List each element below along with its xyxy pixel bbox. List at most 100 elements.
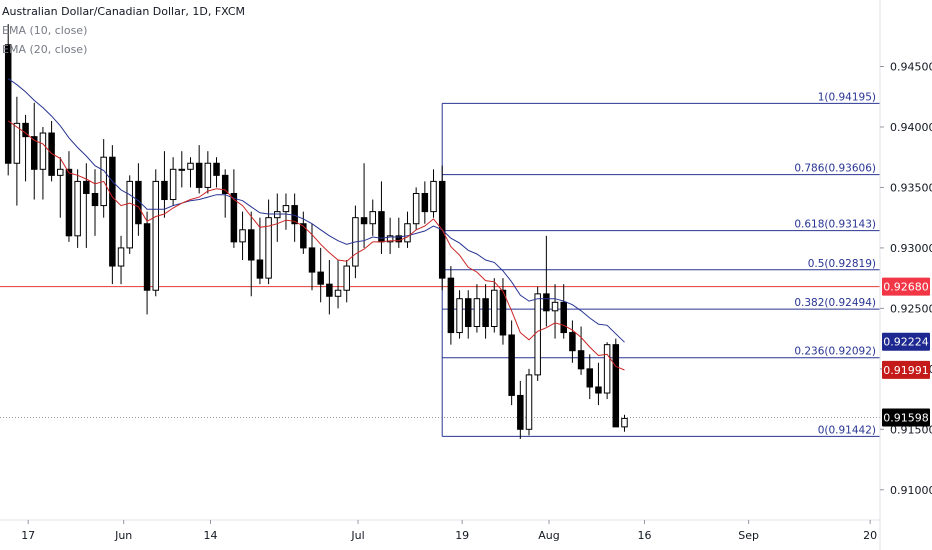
candle-body bbox=[143, 223, 151, 291]
candle-body bbox=[13, 122, 21, 164]
candle bbox=[57, 157, 64, 218]
price-tick-label: 0.91000 bbox=[890, 484, 932, 497]
candle bbox=[256, 217, 264, 285]
candle-body bbox=[274, 211, 281, 219]
candle bbox=[473, 284, 481, 333]
fib-level-label: 0.382(0.92494) bbox=[794, 297, 876, 309]
candle-body bbox=[91, 192, 99, 207]
candle bbox=[456, 290, 463, 339]
last-price-tag-box bbox=[882, 408, 930, 427]
horizontal-levels bbox=[0, 286, 880, 418]
candle bbox=[525, 368, 533, 436]
candle bbox=[126, 175, 133, 254]
candle-body bbox=[326, 283, 333, 297]
candle bbox=[491, 278, 498, 333]
candle-body bbox=[569, 332, 576, 352]
time-tick-label: Jun bbox=[114, 529, 132, 542]
chart-legend: Australian Dollar/Canadian Dollar, 1D, F… bbox=[2, 2, 245, 59]
candle-body bbox=[135, 180, 142, 225]
candle-body bbox=[230, 192, 238, 243]
candle bbox=[221, 169, 229, 218]
candle bbox=[464, 290, 472, 339]
candle-body bbox=[577, 350, 585, 370]
candle bbox=[551, 284, 559, 339]
candle-body bbox=[117, 247, 125, 267]
candle bbox=[169, 157, 177, 206]
candle bbox=[13, 96, 21, 206]
candle bbox=[195, 145, 203, 194]
candle bbox=[595, 362, 602, 406]
candle-body bbox=[161, 180, 168, 201]
candle-body bbox=[48, 132, 55, 176]
candle bbox=[22, 114, 29, 182]
candle-body bbox=[256, 259, 264, 279]
candle bbox=[508, 320, 515, 406]
candle bbox=[517, 380, 524, 439]
candle bbox=[586, 354, 594, 400]
candle-body bbox=[221, 174, 229, 194]
candle-body bbox=[178, 168, 186, 171]
ema10-tag-box bbox=[882, 360, 930, 379]
candle-body bbox=[109, 156, 116, 267]
candle-body bbox=[187, 162, 194, 170]
candle bbox=[334, 260, 342, 309]
candle bbox=[239, 211, 246, 260]
candle bbox=[48, 120, 55, 182]
price-tags: 0.92680 0.92224 0.91991 0.91598 bbox=[882, 277, 930, 427]
candle bbox=[152, 169, 160, 297]
candle-body bbox=[404, 223, 411, 243]
candle bbox=[386, 217, 394, 254]
candle-body bbox=[30, 136, 38, 170]
candle-body bbox=[4, 44, 12, 164]
candle-body bbox=[343, 265, 350, 291]
support-level-tag: 0.92680 bbox=[882, 277, 930, 296]
ema10-line bbox=[7, 120, 625, 371]
price-tick-label: 0.91500 bbox=[890, 423, 932, 436]
candle bbox=[83, 163, 90, 248]
candle bbox=[30, 102, 38, 200]
candle-body bbox=[621, 417, 628, 428]
candle-body bbox=[369, 211, 377, 225]
candle-body bbox=[204, 162, 212, 188]
candle bbox=[603, 342, 611, 400]
candle bbox=[369, 199, 377, 236]
candle bbox=[412, 187, 420, 230]
candle bbox=[621, 414, 628, 432]
candle bbox=[265, 199, 272, 285]
fibonacci-retracement: 1(0.94195) 0.786(0.93606) 0.618(0.93143) 0.… bbox=[441, 91, 880, 437]
ema20-tag-box bbox=[882, 332, 930, 351]
candle-body bbox=[560, 301, 567, 334]
candle bbox=[161, 151, 168, 218]
candle bbox=[39, 126, 47, 200]
candle bbox=[326, 260, 333, 315]
candle bbox=[74, 169, 81, 248]
candle bbox=[447, 266, 455, 345]
fib-level-label: 0(0.91442) bbox=[818, 424, 876, 436]
candle bbox=[360, 163, 368, 248]
support-level-tag-box bbox=[882, 277, 930, 296]
candle-body bbox=[65, 168, 73, 237]
candlestick-series bbox=[4, 24, 628, 439]
candle bbox=[247, 211, 255, 297]
candle bbox=[91, 169, 99, 236]
candle bbox=[117, 235, 125, 285]
time-axis: 17Jun14Jul19Aug16Sep20Oct bbox=[0, 519, 880, 542]
candle-body bbox=[386, 235, 394, 243]
fib-level-label: 0.618(0.93143) bbox=[794, 219, 876, 231]
candle-body bbox=[169, 168, 177, 201]
candle bbox=[109, 145, 116, 285]
candle-body bbox=[152, 180, 160, 291]
candle bbox=[178, 151, 186, 188]
candle-body bbox=[421, 192, 429, 213]
candle bbox=[560, 284, 567, 339]
price-axis: 0.910000.915000.920000.925000.930000.935… bbox=[879, 0, 932, 550]
candle-body bbox=[300, 223, 307, 249]
ema10-tag-label: 0.91991 bbox=[883, 364, 929, 377]
candle-body bbox=[456, 298, 463, 334]
candle bbox=[577, 326, 585, 375]
candle bbox=[404, 211, 411, 248]
candle bbox=[430, 169, 437, 218]
candle bbox=[187, 157, 194, 188]
candle-body bbox=[308, 247, 316, 273]
